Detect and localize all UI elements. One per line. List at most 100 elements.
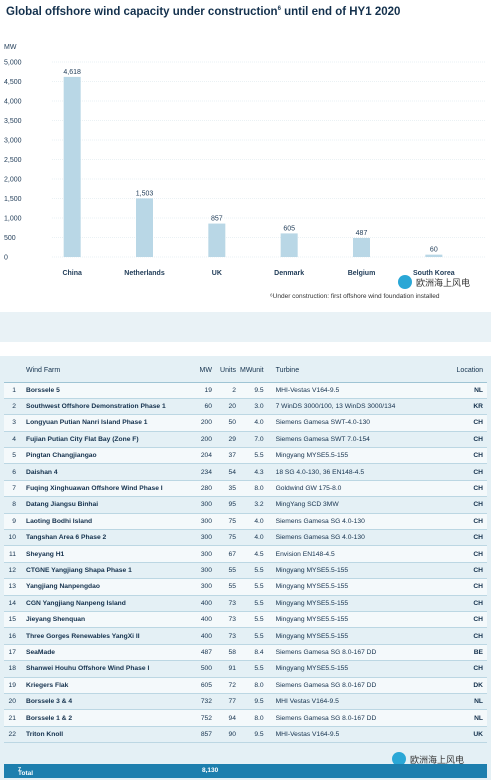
bar-china <box>63 76 81 257</box>
row-location: NL <box>417 709 487 727</box>
data-label: 4,618 <box>63 69 81 76</box>
table-row: 5 Pingtan Changjiangao 204 37 5.5 Mingyang MY… <box>4 447 487 465</box>
row-units: 54 <box>216 463 240 481</box>
row-wind-farm: Datang Jiangsu Binhai <box>20 496 188 514</box>
bar-denmark <box>280 233 298 257</box>
watermark-bottom: 欧洲海上风电 <box>392 752 464 766</box>
row-index: 12 <box>4 562 20 580</box>
data-label: 1,503 <box>136 190 154 197</box>
bar-uk <box>208 223 226 257</box>
row-mwunit: 5.5 <box>240 562 270 580</box>
row-units: 29 <box>216 431 240 449</box>
y-tick-label: 500 <box>4 235 16 242</box>
row-wind-farm: Triton Knoll <box>20 726 188 744</box>
header-units: Units <box>216 360 240 383</box>
row-mwunit: 3.2 <box>240 496 270 514</box>
row-mw: 752 <box>188 709 216 727</box>
row-location: CH <box>417 529 487 547</box>
row-mw: 300 <box>188 578 216 596</box>
watermark-text: 欧洲海上风电 <box>416 277 471 288</box>
total-mw: 8,130 <box>202 767 219 774</box>
row-location: KR <box>417 398 487 416</box>
row-index: 14 <box>4 595 20 612</box>
row-wind-farm: Borssele 3 & 4 <box>20 693 188 711</box>
data-label: 60 <box>430 247 438 254</box>
row-mw: 400 <box>188 611 216 629</box>
row-wind-farm: Longyuan Putian Nanri Island Phase 1 <box>20 414 188 432</box>
row-wind-farm: Borssele 5 <box>20 382 188 399</box>
chart-title-suffix: until end of HY1 2020 <box>280 6 401 18</box>
row-wind-farm: Laoting Bodhi Island <box>20 513 188 531</box>
table-row: 10 Tangshan Area 6 Phase 2 300 75 4.0 Siemens… <box>4 529 487 547</box>
row-location: CH <box>417 562 487 580</box>
row-location: DK <box>417 677 487 694</box>
y-tick-label: 0 <box>4 255 8 262</box>
wind-farm-table: Wind Farm MW Units MWunit Turbine Locati… <box>4 360 487 744</box>
row-index: 21 <box>4 709 20 727</box>
row-turbine: Mingyang MYSE5.5-155 <box>269 627 418 645</box>
row-units: 37 <box>216 447 240 465</box>
row-index: 3 <box>4 414 20 432</box>
header-turbine: Turbine <box>269 360 418 383</box>
row-wind-farm: Three Gorges Renewables YangXi II <box>20 627 188 645</box>
row-mw: 300 <box>188 513 216 531</box>
table-header-row: Wind Farm MW Units MWunit Turbine Locati… <box>4 360 487 383</box>
y-tick-label: 4,000 <box>4 99 22 106</box>
row-mwunit: 5.5 <box>240 627 270 645</box>
row-index: 19 <box>4 677 20 694</box>
row-units: 35 <box>216 480 240 498</box>
row-turbine: MHI-Vestas V164-9.5 <box>269 382 418 399</box>
bar-south-korea <box>425 254 443 257</box>
chart-footnote: ⁶Under construction: first offshore wind… <box>270 293 440 300</box>
row-turbine: MingYang SCD 3MW <box>269 496 418 514</box>
table-row: 18 Shanwei Houhu Offshore Wind Phase I 500… <box>4 660 487 678</box>
row-wind-farm: Yangjiang Nanpengdao <box>20 578 188 596</box>
row-units: 20 <box>216 398 240 416</box>
row-index: 2 <box>4 398 20 416</box>
row-mwunit: 4.0 <box>240 414 270 432</box>
header-mwunit: MWunit <box>240 360 270 383</box>
bar-chart: MW 0 500 1,000 1,500 2,000 2,500 3,000 3,500 4,00… <box>4 44 486 277</box>
row-index: 8 <box>4 496 20 514</box>
header-mw: MW <box>188 360 216 383</box>
row-mw: 300 <box>188 545 216 563</box>
row-units: 50 <box>216 414 240 432</box>
table-body: 1 Borssele 5 19 2 9.5 MHI-Vestas V164-9.5 NL 2 S… <box>4 382 487 744</box>
row-index: 5 <box>4 447 20 465</box>
row-wind-farm: Sheyang H1 <box>20 545 188 563</box>
table-row: 1 Borssele 5 19 2 9.5 MHI-Vestas V164-9.5 NL <box>4 382 487 399</box>
row-units: 75 <box>216 513 240 531</box>
row-mw: 300 <box>188 529 216 547</box>
row-turbine: Siemens Gamesa SG 4.0-130 <box>269 529 418 547</box>
x-tick-label: Belgium <box>348 270 376 277</box>
data-label: 857 <box>211 216 223 223</box>
row-location: CH <box>417 414 487 432</box>
row-mw: 400 <box>188 595 216 612</box>
row-mwunit: 8.0 <box>240 677 270 694</box>
row-units: 55 <box>216 578 240 596</box>
row-units: 94 <box>216 709 240 727</box>
row-wind-farm: Kriegers Flak <box>20 677 188 694</box>
chart-panel: Global offshore wind capacity under cons… <box>0 0 491 312</box>
row-units: 58 <box>216 644 240 662</box>
header-wind-farm: Wind Farm <box>20 360 188 383</box>
row-units: 2 <box>216 382 240 399</box>
row-location: CH <box>417 447 487 465</box>
table-row: 21 Borssele 1 & 2 752 94 8.0 Siemens Gamesa S… <box>4 709 487 727</box>
row-mw: 400 <box>188 627 216 645</box>
row-units: 91 <box>216 660 240 678</box>
row-mwunit: 4.0 <box>240 529 270 547</box>
separator-band <box>0 312 491 342</box>
row-mwunit: 9.5 <box>240 693 270 711</box>
row-units: 95 <box>216 496 240 514</box>
chart-title-text: Global offshore wind capacity under cons… <box>6 6 278 18</box>
row-index: 22 <box>4 726 20 744</box>
row-location: CH <box>417 660 487 678</box>
row-mwunit: 5.5 <box>240 660 270 678</box>
row-index: 11 <box>4 545 20 563</box>
row-wind-farm: Daishan 4 <box>20 463 188 481</box>
total-label-sup: 7 <box>18 767 22 773</box>
table-row: 22 Triton Knoll 857 90 9.5 MHI-Vestas V164-9.… <box>4 726 487 744</box>
row-wind-farm: SeaMade <box>20 644 188 662</box>
table-total-row: Total 7 8,130 <box>4 764 487 778</box>
